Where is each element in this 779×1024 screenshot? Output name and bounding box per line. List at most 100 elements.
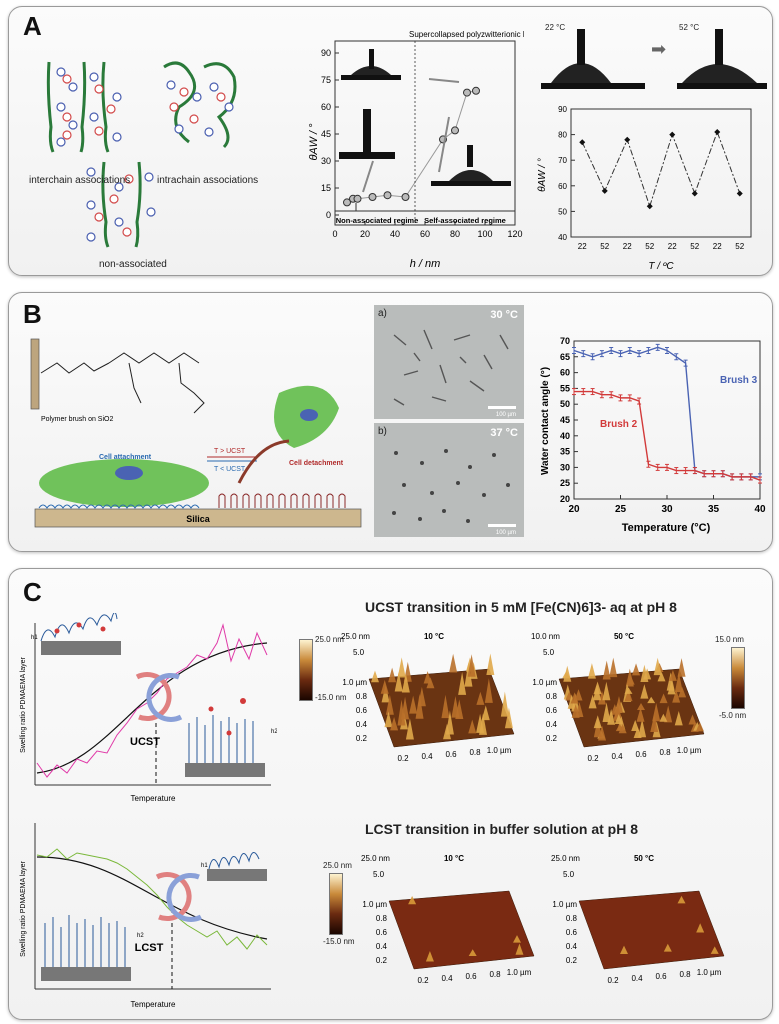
afm-peak — [614, 696, 623, 713]
afm-peak — [640, 664, 649, 683]
afm-peak — [587, 663, 596, 679]
lcst-colorbar-min: -15.0 nm — [323, 937, 355, 946]
chart-b-xlabel: Temperature (°C) — [622, 522, 711, 534]
chart-b-errorbar — [730, 473, 735, 481]
afm-yaxis: 0.6 — [356, 706, 368, 715]
afm-peak — [624, 689, 633, 702]
chart-a-xtick: 20 — [360, 229, 370, 239]
chart-a-ylabel: θAW / ° — [308, 123, 320, 161]
afm-peak — [397, 699, 406, 726]
afm-yaxis: 1.0 µm — [532, 678, 557, 687]
afm-peak — [626, 675, 635, 685]
afm-temp: 10 °C — [444, 854, 464, 863]
chart-b-errorbar — [758, 476, 762, 484]
afm-peak — [370, 670, 379, 683]
chart-b-errorbar — [702, 470, 707, 478]
cycle-ytick: 90 — [558, 105, 567, 114]
afm-xaxis: 0.4 — [441, 974, 453, 983]
afm-peak — [455, 699, 464, 720]
afm-ztop: 25.0 nm — [361, 854, 390, 863]
chart-b-ytick: 35 — [560, 447, 570, 457]
ucst-colorbar-left-max: 25.0 nm — [315, 635, 344, 644]
chart-a-point — [343, 198, 351, 207]
chart-b-ytick: 70 — [560, 336, 570, 346]
afm-peak — [674, 672, 683, 693]
chart-b-errorbar — [572, 346, 576, 354]
afm-peak — [515, 943, 524, 955]
cycle-ytick: 70 — [558, 156, 567, 165]
chart-b-errorbar — [618, 350, 623, 358]
lcst-h2: h2 — [137, 933, 144, 939]
ucst-colorbar-right — [731, 647, 745, 709]
afm-z2: 5.0 — [373, 870, 385, 879]
afm-yaxis: 0.4 — [546, 720, 558, 729]
afm-xaxis: 0.8 — [469, 748, 481, 757]
cycle-point — [669, 131, 676, 138]
panel-a: A interchain associations intrachain ass… — [8, 6, 773, 276]
chart-b-errorbar — [683, 467, 688, 475]
afm-peak — [476, 691, 485, 705]
ucst-h1: h1 — [31, 635, 38, 641]
cycle-point — [624, 136, 631, 143]
afm-peak — [631, 719, 640, 732]
chart-b-errorbar — [590, 388, 595, 396]
chart-b-ytick: 25 — [560, 478, 570, 488]
afm-peak — [443, 723, 452, 740]
afm-peak — [602, 681, 611, 701]
afm-peak — [609, 657, 618, 678]
afm-peak — [570, 692, 579, 704]
chart-a-regime-1: Non-associated regime — [336, 216, 419, 225]
afm-peak — [632, 663, 641, 676]
cycle-point — [579, 139, 586, 146]
chart-a-ytick: 75 — [321, 75, 331, 85]
chart-a-regime-2: Self-associated regime — [424, 216, 506, 225]
afm-peak — [385, 694, 394, 715]
afm-peak — [653, 657, 662, 676]
chart-b-ytick: 30 — [560, 462, 570, 472]
afm-peak — [500, 691, 509, 717]
chart-b-errorbar — [627, 346, 632, 354]
afm-yaxis: 1.0 µm — [362, 900, 387, 909]
afm-peak — [618, 724, 627, 734]
afm-xaxis: 0.2 — [607, 976, 619, 985]
lcst-ylabel: Swelling ratio PDMAEMA layer — [20, 860, 27, 956]
afm-xaxis: 1.0 µm — [677, 746, 702, 755]
afm-yaxis: 1.0 µm — [552, 900, 577, 909]
afm-peak — [513, 935, 522, 943]
afm-peak — [409, 695, 418, 714]
chart-a-ytick: 15 — [321, 183, 331, 193]
cell-detachment-label: Cell detachment — [289, 460, 344, 467]
afm-peak — [607, 709, 616, 725]
chart-b-errorbar — [748, 473, 753, 481]
afm-peak — [423, 671, 432, 684]
afm-peak — [388, 667, 397, 683]
afm-xaxis: 0.2 — [397, 754, 409, 763]
afm-yaxis: 0.2 — [546, 734, 558, 743]
afm-peak — [598, 725, 607, 741]
chart-b-errorbar — [655, 343, 660, 351]
afm-peak — [467, 654, 476, 677]
chart-b-errorbar — [665, 346, 669, 354]
chart-b-errorbar — [599, 350, 604, 358]
chart-a-xlabel: h / nm — [410, 258, 441, 270]
chart-b-errorbar — [590, 353, 595, 361]
afm-yaxis: 0.4 — [376, 942, 388, 951]
afm-ucst-10c: 25.0 nm 5.0 10 °C 1.0 µm 0.8 0.6 0.4 0.2 0.2 0.4 0… — [339, 629, 529, 779]
afm-temp: 10 °C — [424, 632, 444, 641]
silica-label: Silica — [186, 514, 211, 524]
afm-yaxis: 0.4 — [566, 942, 578, 951]
chart-b-errorbar — [665, 463, 669, 471]
afm-xaxis: 0.6 — [635, 750, 647, 759]
afm-peak — [657, 671, 666, 682]
chart-b-errorbar — [674, 467, 679, 475]
afm-peak — [380, 679, 389, 694]
afm-peak — [696, 923, 705, 933]
afm-peak — [441, 694, 450, 719]
chart-a-ytick: 45 — [321, 129, 331, 139]
afm-peak — [695, 722, 704, 732]
lcst-colorbar — [329, 873, 343, 935]
chart-a-ytick: 30 — [321, 156, 331, 166]
afm-ztop: 10.0 nm — [531, 632, 560, 641]
cycle-xtick: 22 — [623, 242, 632, 251]
chart-a-xtick: 60 — [420, 229, 430, 239]
